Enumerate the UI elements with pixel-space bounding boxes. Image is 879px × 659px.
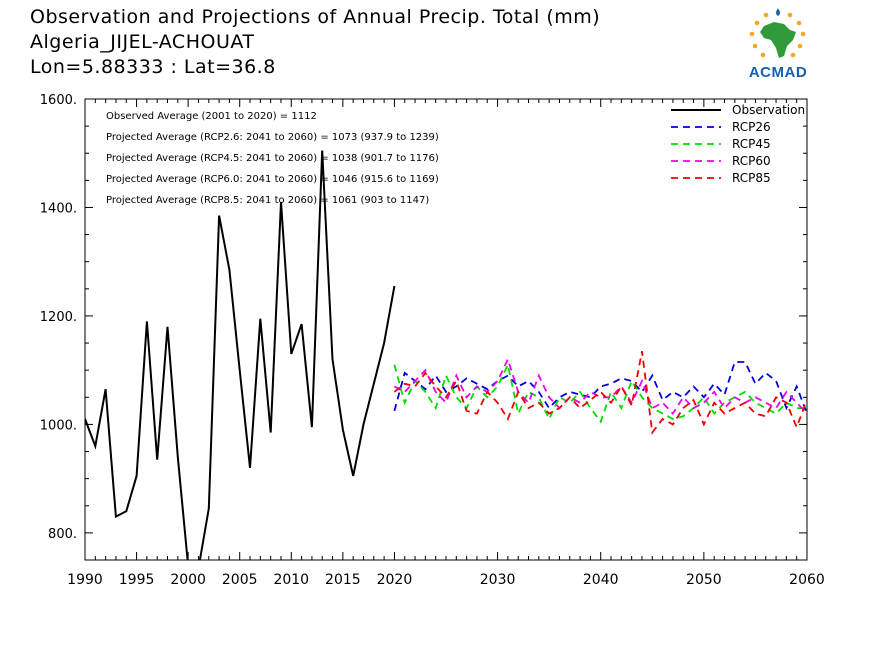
legend: Observation RCP26 RCP45 RCP60 RCP85	[671, 103, 805, 185]
annotation-line: Observed Average (2001 to 2020) = 1112	[106, 111, 317, 122]
x-tick-label: 2050	[686, 572, 722, 588]
annotation-line: Projected Average (RCP4.5: 2041 to 2060)…	[106, 153, 439, 164]
y-tick-label: 1200.	[40, 310, 77, 325]
y-tick-label: 1600.	[40, 93, 77, 108]
legend-label: RCP26	[732, 120, 771, 134]
x-tick-label: 2010	[273, 572, 309, 588]
series-line-rcp45	[393, 362, 807, 424]
acmad-logo: ACMAD	[738, 6, 818, 82]
plot-frame	[84, 98, 808, 561]
series-line-rcp85	[393, 351, 807, 435]
annotation-line: Projected Average (RCP2.6: 2041 to 2060)…	[106, 132, 439, 143]
legend-label: RCP85	[732, 171, 771, 185]
logo-text: ACMAD	[748, 64, 808, 81]
station-name: Algeria_JIJEL-ACHOUAT	[30, 31, 255, 53]
x-tick-label: 2060	[789, 572, 825, 588]
annotation-block: Observed Average (2001 to 2020) = 1112 Pr…	[106, 111, 439, 206]
series-line-observation	[85, 150, 396, 560]
x-tick-label: 2015	[325, 572, 361, 588]
x-tick-label: 1990	[67, 572, 103, 588]
legend-label: Observation	[732, 103, 805, 117]
y-tick-label: 800.	[48, 527, 77, 542]
chart-title: Observation and Projections of Annual Pr…	[30, 6, 601, 28]
x-tick-label: 2005	[222, 572, 258, 588]
x-tick-label: 1995	[119, 572, 155, 588]
annotation-line: Projected Average (RCP8.5: 2041 to 2060)…	[106, 195, 429, 206]
legend-label: RCP60	[732, 154, 771, 168]
y-tick-label: 1400.	[40, 201, 77, 216]
series-line-rcp60	[393, 356, 807, 416]
x-tick-label: 2020	[377, 572, 413, 588]
x-tick-label: 2030	[480, 572, 516, 588]
x-tick-label: 2040	[583, 572, 619, 588]
plot-area: 800. 1000. 1200. 1400. 1600. 1990 1995 2000 2005…	[40, 93, 825, 588]
africa-map-icon	[749, 8, 806, 58]
y-tick-label: 1000.	[40, 418, 77, 433]
station-coords: Lon=5.88333 : Lat=36.8	[30, 56, 276, 78]
legend-label: RCP45	[732, 137, 771, 151]
series-line-rcp26	[393, 361, 807, 414]
annotation-line: Projected Average (RCP6.0: 2041 to 2060)…	[106, 174, 439, 185]
x-tick-label: 2000	[170, 572, 206, 588]
series-lines	[85, 150, 807, 560]
